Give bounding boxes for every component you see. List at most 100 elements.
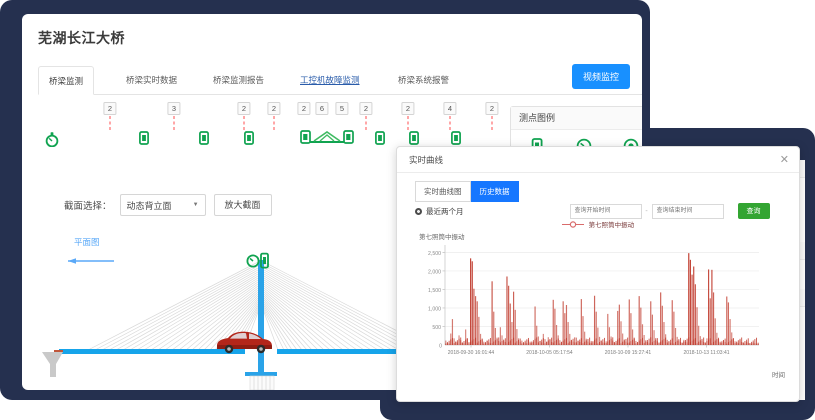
svg-text:2,500: 2,500 [428, 251, 441, 257]
bridge-cables-right [263, 261, 435, 351]
svg-text:1,500: 1,500 [428, 288, 441, 294]
tab-bridge-monitoring[interactable]: 桥梁监测 [38, 66, 95, 95]
bridge-tower [258, 260, 264, 376]
sensor-connector [491, 116, 493, 130]
sensor-node[interactable]: 2 [296, 102, 312, 150]
main-tabbar: 桥梁监测 桥梁实时数据 桥梁监测报告 工控机故障监测 桥梁系统报警 [38, 66, 642, 95]
start-date-input[interactable] [569, 203, 642, 219]
gauge-sensor-icon [45, 131, 59, 152]
sensor-node[interactable]: 2 [236, 102, 252, 150]
tab-monitoring-report[interactable]: 桥梁监测报告 [213, 75, 265, 85]
sensor-count-badge: 3 [167, 102, 181, 115]
tab-history-data[interactable]: 历史数据 [470, 181, 519, 202]
sensor-node[interactable]: 6 [314, 102, 330, 150]
radio-label: 最近两个月 [426, 206, 464, 216]
tab-system-alarm[interactable]: 桥梁系统报警 [398, 75, 450, 85]
legend-marker-icon [561, 221, 584, 230]
tower-sensor-cluster[interactable] [300, 102, 356, 150]
strain-sensor-icon [375, 131, 386, 150]
svg-text:1,000: 1,000 [428, 306, 441, 312]
sensor-connector [365, 116, 367, 130]
section-select-value: 动态背立面 [126, 200, 172, 211]
tab-realtime-data[interactable]: 桥梁实时数据 [126, 75, 178, 85]
section-select-dropdown[interactable]: 动态背立面 ▼ [119, 194, 206, 216]
svg-text:2018-09-30 16:01:44: 2018-09-30 16:01:44 [448, 350, 495, 356]
dialog-header: 实时曲线 ✕ [397, 147, 799, 173]
close-icon[interactable]: ✕ [779, 154, 789, 166]
svg-text:2018-10-13 11:03:41: 2018-10-13 11:03:41 [683, 350, 729, 356]
sensor-count-badge: 4 [443, 102, 457, 115]
sensor-node[interactable]: 5 [334, 102, 350, 150]
sensor-connector [449, 116, 451, 130]
sensor-node[interactable]: 2 [484, 102, 500, 150]
sensor-node[interactable] [406, 102, 422, 150]
legend-panel-header: 测点图例 [511, 107, 642, 130]
sensor-node[interactable] [136, 102, 152, 150]
strain-sensor-icon [244, 131, 255, 150]
bridge-deck-left [59, 349, 245, 354]
sensor-connector [407, 116, 409, 130]
sensor-connector [273, 116, 275, 130]
radio-last-two-months[interactable]: 最近两个月 [415, 206, 464, 217]
history-chart[interactable]: 500 1,000 1,500 2,000 2,500 0 2018-09-30 16:01… [411, 239, 763, 367]
strain-sensor-icon [199, 131, 210, 150]
abutment-left [42, 350, 63, 377]
sensor-node[interactable] [44, 102, 60, 150]
tower-top-sensor-icon [246, 252, 269, 269]
realtime-curve-dialog: 实时曲线 ✕ 实时曲线图 历史数据 最近两个月 - 查询 第七照筒中振动 [396, 146, 800, 402]
svg-text:2018-10-05 05:17:54: 2018-10-05 05:17:54 [526, 350, 573, 356]
tab-realtime-chart[interactable]: 实时曲线图 [415, 181, 471, 202]
sensor-count-badge: 6 [315, 102, 329, 115]
sensor-node[interactable]: 2 [266, 102, 282, 150]
date-range-group: - 查询 [569, 203, 770, 219]
plan-view-label: 平面图 [74, 237, 100, 247]
chart-legend-label: 第七照筒中振动 [588, 222, 635, 229]
sensor-node[interactable]: 2 [400, 102, 416, 150]
sensor-count-badge: 2 [297, 102, 311, 115]
page-title: 芜湖长江大桥 [38, 30, 125, 46]
sensor-connector [243, 116, 245, 130]
svg-text:0: 0 [439, 343, 442, 349]
sensor-count-badge: 2 [103, 102, 117, 115]
pier-foundation [249, 375, 275, 390]
end-date-input[interactable] [651, 203, 724, 219]
query-button[interactable]: 查询 [737, 203, 770, 219]
background-gap [650, 0, 815, 130]
sensor-node[interactable] [372, 102, 388, 150]
sensor-count-badge: 2 [485, 102, 499, 115]
sensor-node[interactable]: 2 [102, 102, 118, 150]
sensor-node[interactable] [241, 102, 257, 150]
sensor-node[interactable]: 3 [166, 102, 182, 150]
tower-sensor-icon [300, 129, 356, 150]
zoom-section-button[interactable]: 放大截面 [213, 194, 272, 216]
sensor-node[interactable]: 4 [442, 102, 458, 150]
sensor-count-badge: 2 [401, 102, 415, 115]
tab-plc-fault-monitor[interactable]: 工控机故障监测 [300, 75, 360, 85]
strain-sensor-icon [139, 131, 150, 150]
sensor-count-badge: 2 [359, 102, 373, 115]
strain-sensor-icon [409, 131, 420, 150]
svg-text:500: 500 [432, 325, 441, 331]
video-surveillance-button[interactable]: 视频监控 [571, 64, 630, 89]
pier-cap [245, 372, 277, 376]
sensor-strip: 2 3 2 [38, 102, 531, 150]
strain-sensor-icon [451, 131, 462, 150]
date-separator: - [645, 207, 648, 215]
svg-text:2018-10-09 15:27:41: 2018-10-09 15:27:41 [605, 350, 652, 356]
sensor-node[interactable] [448, 102, 464, 150]
plan-direction-arrow-icon [66, 252, 116, 270]
sensor-node[interactable]: 2 [358, 102, 374, 150]
sensor-count-badge: 2 [237, 102, 251, 115]
radio-icon [415, 207, 422, 215]
sensor-node[interactable] [196, 102, 212, 150]
section-select-row: 截面选择： 动态背立面 ▼ 放大截面 [64, 194, 272, 216]
dialog-tabbar: 实时曲线图 历史数据 [415, 181, 519, 202]
sensor-count-badge: 2 [267, 102, 281, 115]
chevron-down-icon: ▼ [192, 202, 199, 208]
vehicle-car [217, 331, 272, 354]
svg-text:2,000: 2,000 [428, 269, 441, 275]
dialog-title: 实时曲线 [409, 155, 444, 165]
chart-legend[interactable]: 第七照筒中振动 [397, 219, 799, 230]
section-select-label: 截面选择： [64, 201, 112, 212]
